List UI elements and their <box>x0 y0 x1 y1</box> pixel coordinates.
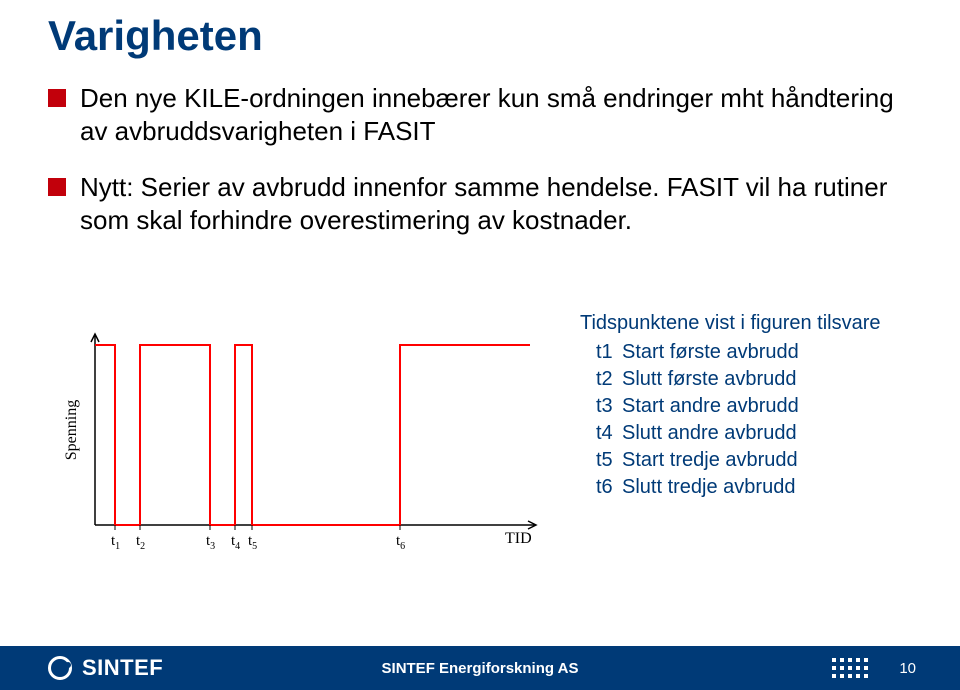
chart-legend: Tidspunktene vist i figuren tilsvare t1S… <box>580 310 960 501</box>
svg-text:t2: t2 <box>136 533 145 552</box>
legend-key: t6 <box>580 474 622 501</box>
legend-value: Start andre avbrudd <box>622 393 799 420</box>
footer-org-name: SINTEF Energiforskning AS <box>382 660 579 677</box>
bullet-square-icon <box>48 89 66 107</box>
bullet-item: Den nye KILE-ordningen innebærer kun små… <box>48 82 918 147</box>
voltage-chart: Spenning TID t1 t2 t3 t4 t5 t6 <box>60 330 560 570</box>
legend-row: t2Slutt første avbrudd <box>580 366 960 393</box>
logo-ring-icon <box>48 656 72 680</box>
bullet-list: Den nye KILE-ordningen innebærer kun små… <box>48 82 918 260</box>
footer-bar: SINTEF SINTEF Energiforskning AS 10 <box>0 646 960 690</box>
legend-value: Slutt tredje avbrudd <box>622 474 795 501</box>
legend-row: t3Start andre avbrudd <box>580 393 960 420</box>
bullet-text: Den nye KILE-ordningen innebærer kun små… <box>80 82 918 147</box>
legend-key: t2 <box>580 366 622 393</box>
svg-text:t6: t6 <box>396 533 405 552</box>
page-number: 10 <box>899 660 916 677</box>
legend-row: t1Start første avbrudd <box>580 339 960 366</box>
logo-text: SINTEF <box>82 655 163 681</box>
legend-value: Start tredje avbrudd <box>622 447 798 474</box>
legend-key: t4 <box>580 420 622 447</box>
legend-row: t4Slutt andre avbrudd <box>580 420 960 447</box>
legend-title: Tidspunktene vist i figuren tilsvare <box>580 310 960 337</box>
svg-text:Spenning: Spenning <box>63 400 80 460</box>
svg-text:TID: TID <box>505 530 532 547</box>
svg-text:t4: t4 <box>231 533 240 552</box>
legend-key: t1 <box>580 339 622 366</box>
legend-value: Slutt første avbrudd <box>622 366 797 393</box>
svg-text:t5: t5 <box>248 533 257 552</box>
footer-dots-icon <box>832 658 868 678</box>
slide-title: Varigheten <box>48 12 263 60</box>
sintef-logo: SINTEF <box>48 655 163 681</box>
legend-key: t5 <box>580 447 622 474</box>
legend-value: Start første avbrudd <box>622 339 799 366</box>
slide: Varigheten Den nye KILE-ordningen innebæ… <box>0 0 960 690</box>
svg-text:t1: t1 <box>111 533 120 552</box>
legend-key: t3 <box>580 393 622 420</box>
legend-row: t5Start tredje avbrudd <box>580 447 960 474</box>
legend-value: Slutt andre avbrudd <box>622 420 797 447</box>
bullet-text: Nytt: Serier av avbrudd innenfor samme h… <box>80 171 918 236</box>
bullet-item: Nytt: Serier av avbrudd innenfor samme h… <box>48 171 918 236</box>
legend-row: t6Slutt tredje avbrudd <box>580 474 960 501</box>
svg-text:t3: t3 <box>206 533 215 552</box>
bullet-square-icon <box>48 178 66 196</box>
